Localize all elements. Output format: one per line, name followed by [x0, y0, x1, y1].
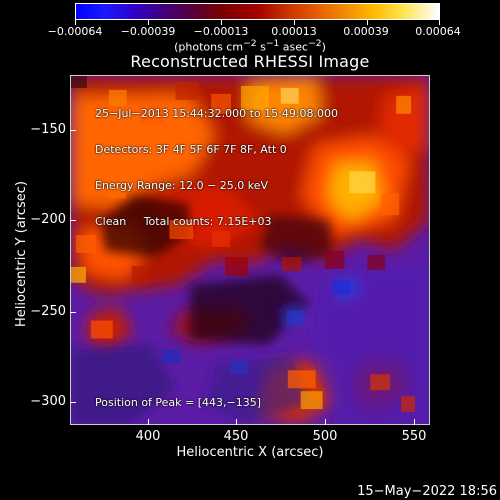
y-tick-mark: [70, 402, 76, 403]
heatmap-speckle-cell: [106, 184, 126, 199]
observation-details: 25−Jul−2013 15:44:32.000 to 15:49:08.000…: [95, 84, 338, 252]
colorbar-tick: [367, 20, 368, 25]
colorbar-tick: [75, 20, 76, 25]
chart-title: Reconstructed RHESSI Image: [130, 52, 370, 71]
heatmap-speckle-cell: [230, 360, 249, 375]
observation-clean-counts: Clean Total counts: 7.15E+03: [95, 215, 272, 228]
heatmap-speckle-cell: [367, 254, 386, 270]
colorbar-units-exp1: −2: [243, 38, 257, 49]
colorbar-label-4: 0.00013: [271, 25, 317, 38]
heatmap-region: [100, 195, 191, 257]
x-tick-mark: [414, 419, 415, 425]
colorbar-tick: [221, 20, 222, 25]
x-tick-label: 500: [312, 429, 338, 444]
colorbar-units-exp2: −1: [265, 38, 280, 49]
heatmap-speckle-cell: [396, 95, 412, 114]
x-tick-mark: [236, 419, 237, 425]
colorbar: [75, 3, 440, 20]
heatmap-speckle-cell: [280, 87, 299, 104]
heatmap-speckle-cell: [211, 93, 232, 114]
heatmap-speckle-cell: [225, 256, 249, 276]
heatmap-svg: [71, 76, 429, 424]
heatmap-speckle-cell: [332, 280, 351, 295]
heatmap-speckle-cell: [401, 396, 416, 413]
y-tick-mark: [70, 312, 76, 313]
colorbar-units-suffix: ): [321, 40, 326, 54]
heatmap-speckle: [71, 76, 416, 413]
y-tick-label: −300: [30, 394, 66, 409]
colorbar-label-5: 0.00039: [343, 25, 389, 38]
generated-date: 15−May−2022 18:56: [357, 484, 497, 499]
colorbar-ticks: [75, 20, 440, 28]
colorbar-gradient: [76, 4, 439, 19]
heatmap-speckle-cell: [162, 349, 181, 364]
x-tick-label: 400: [135, 429, 161, 444]
heatmap-speckle-cell: [241, 85, 269, 110]
colorbar-label-1: −0.00064: [47, 25, 103, 38]
heatmap-speckle-cell: [139, 104, 164, 125]
colorbar-units-prefix: (photons cm: [174, 40, 244, 54]
heatmap-dark-regions: [71, 195, 429, 424]
heatmap-speckle-cell: [90, 320, 113, 339]
heatmap-speckle-cell: [169, 220, 194, 240]
colorbar-tick: [148, 20, 149, 25]
heatmap-region: [71, 93, 216, 209]
x-tick-label: 550: [401, 429, 427, 444]
colorbar-units-exp3: −2: [308, 38, 322, 49]
heatmap-speckle-cell: [324, 250, 345, 269]
y-tick-label: −250: [30, 304, 66, 319]
x-tick-mark: [148, 419, 149, 425]
x-axis-title: Heliocentric X (arcsec): [176, 445, 324, 460]
heatmap-speckle-cell: [281, 256, 302, 271]
colorbar-label-6: 0.00064: [415, 25, 461, 38]
colorbar-label-2: −0.00039: [120, 25, 176, 38]
heatmap-speckle-cell: [131, 265, 150, 283]
heatmap-speckle-cell: [71, 76, 87, 88]
heatmap-region: [309, 264, 429, 424]
heatmap-speckle-cell: [287, 370, 316, 389]
colorbar-tick: [294, 20, 295, 25]
heatmap-speckle-cell: [286, 310, 303, 325]
heatmap-speckle-cell: [370, 374, 391, 391]
observation-time-range: 25−Jul−2013 15:44:32.000 to 15:49:08.000: [95, 107, 339, 120]
heatmap-speckle-cell: [349, 171, 376, 194]
heatmap-region: [190, 274, 310, 345]
y-axis-title: Heliocentric Y (arcsec): [14, 181, 29, 327]
peak-position-label: Position of Peak = [443,−135]: [95, 396, 262, 409]
colorbar-units: (photons cm−2 s−1 asec−2): [0, 38, 500, 54]
colorbar-units-mid: s: [256, 40, 266, 54]
heatmap-region: [379, 85, 429, 158]
colorbar-tick: [439, 20, 440, 25]
heatmap-speckle-cell: [75, 235, 96, 253]
x-tick-mark: [325, 419, 326, 425]
heatmap-plot: [70, 75, 430, 425]
y-tick-mark: [70, 220, 76, 221]
heatmap-speckle-cell: [212, 231, 231, 248]
colorbar-labels: −0.00064 −0.00039 −0.00013 0.00013 0.000…: [0, 25, 500, 39]
heatmap-speckle-cell: [108, 89, 127, 106]
observation-detectors: Detectors: 3F 4F 5F 6F 7F 8F, Att 0: [95, 143, 287, 156]
heatmap-speckle-cell: [300, 391, 323, 410]
x-tick-label: 450: [223, 429, 249, 444]
heatmap-speckle-cell: [71, 266, 86, 283]
heatmap-region: [71, 344, 176, 424]
y-tick-label: −150: [30, 122, 66, 137]
colorbar-label-3: −0.00013: [193, 25, 249, 38]
heatmap-region: [259, 215, 332, 265]
observation-energy-range: Energy Range: 12.0 − 25.0 keV: [95, 179, 269, 192]
heatmap-speckle-cell: [381, 193, 400, 216]
heatmap-speckle-cell: [175, 81, 199, 100]
colorbar-units-mid2: asec: [279, 40, 309, 54]
y-tick-label: −200: [30, 212, 66, 227]
y-tick-mark: [70, 130, 76, 131]
